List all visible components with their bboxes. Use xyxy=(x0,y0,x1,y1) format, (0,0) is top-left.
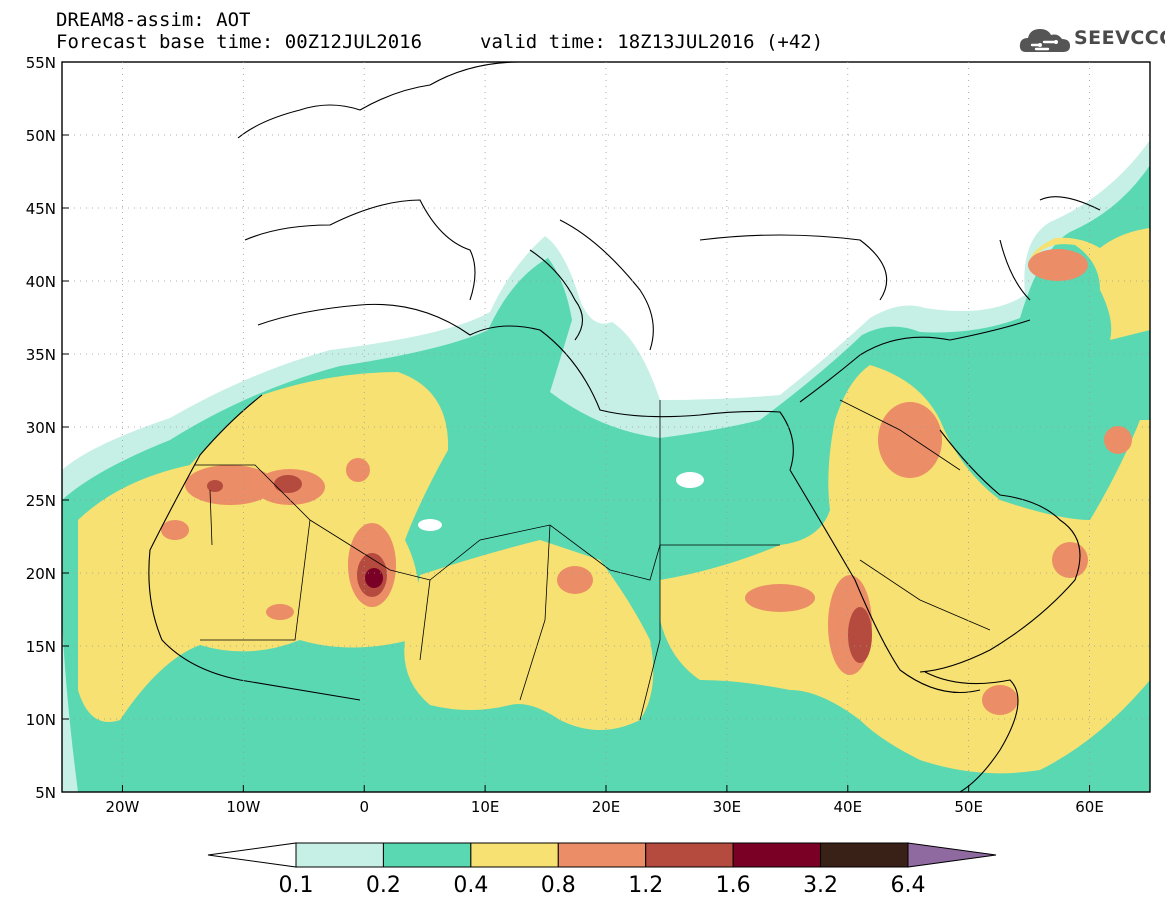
colorbar-swatch xyxy=(557,842,647,868)
latitude-ticks: 55N 50N 45N 40N 35N 30N 25N 20N 15N 10N 5N xyxy=(26,54,69,802)
lat-tick-label: 15N xyxy=(26,638,56,656)
colorbar-swatch xyxy=(732,842,822,868)
colorbar-low-arrow xyxy=(207,842,297,868)
colorbar-label: 1.2 xyxy=(628,873,663,898)
lat-tick-label: 45N xyxy=(26,200,56,218)
lat-tick-label: 10N xyxy=(26,711,56,729)
lat-tick-label: 5N xyxy=(35,784,56,802)
colorbar-swatch xyxy=(820,842,909,868)
colorbar-label: 1.6 xyxy=(716,873,751,898)
country-borders xyxy=(195,399,991,721)
colorbar-swatch xyxy=(382,842,472,868)
lon-tick-label: 50E xyxy=(954,798,983,816)
colorbar-label: 0.4 xyxy=(453,873,488,898)
lat-tick-label: 25N xyxy=(26,492,56,510)
colorbar-swatch xyxy=(645,842,734,868)
aot-band-0.4-caspian xyxy=(1030,228,1150,340)
colorbar-swatch xyxy=(295,842,384,868)
logo-text: SEEVCCC xyxy=(1074,27,1165,49)
seevccc-logo: SEEVCCC xyxy=(1018,22,1165,58)
longitude-ticks: 20W 10W 0 10E 20E 30E 40E 50E 60E xyxy=(105,785,1104,816)
colorbar-swatch xyxy=(470,842,559,868)
lon-tick-label: 10W xyxy=(226,798,260,816)
lat-tick-label: 30N xyxy=(26,419,56,437)
colorbar: 0.1 0.2 0.4 0.8 1.2 1.6 3.2 6.4 xyxy=(207,842,997,898)
lat-tick-label: 50N xyxy=(26,127,56,145)
lon-tick-label: 0 xyxy=(359,798,369,816)
map-gridlines xyxy=(62,62,1150,792)
lon-tick-label: 20E xyxy=(592,798,621,816)
lat-tick-label: 55N xyxy=(26,54,56,72)
lon-tick-label: 10E xyxy=(471,798,500,816)
lon-tick-label: 30E xyxy=(713,798,742,816)
colorbar-label: 3.2 xyxy=(803,873,838,898)
colorbar-label: 0.8 xyxy=(541,873,576,898)
aot-band-0.4-east xyxy=(660,365,1150,774)
lat-tick-label: 40N xyxy=(26,273,56,291)
lon-tick-label: 20W xyxy=(105,798,139,816)
cloud-icon xyxy=(1019,29,1070,52)
lon-tick-label: 40E xyxy=(833,798,862,816)
lon-tick-label: 60E xyxy=(1075,798,1104,816)
lat-tick-label: 35N xyxy=(26,346,56,364)
valid-time: valid time: 18Z13JUL2016 (+42) xyxy=(480,31,824,53)
colorbar-high-arrow xyxy=(907,842,997,868)
aot-low-patches xyxy=(418,472,704,531)
aot-band-1.6 xyxy=(365,568,383,588)
colorbar-label: 0.1 xyxy=(279,873,314,898)
colorbar-label: 6.4 xyxy=(891,873,926,898)
coastlines xyxy=(148,62,1101,792)
forecast-base-time: Forecast base time: 00Z12JUL2016 xyxy=(56,31,423,53)
colorbar-label: 0.2 xyxy=(366,873,401,898)
aot-band-0.4-sahel xyxy=(404,540,654,730)
lat-tick-label: 20N xyxy=(26,565,56,583)
map-title: DREAM8-assim: AOT xyxy=(56,9,251,31)
